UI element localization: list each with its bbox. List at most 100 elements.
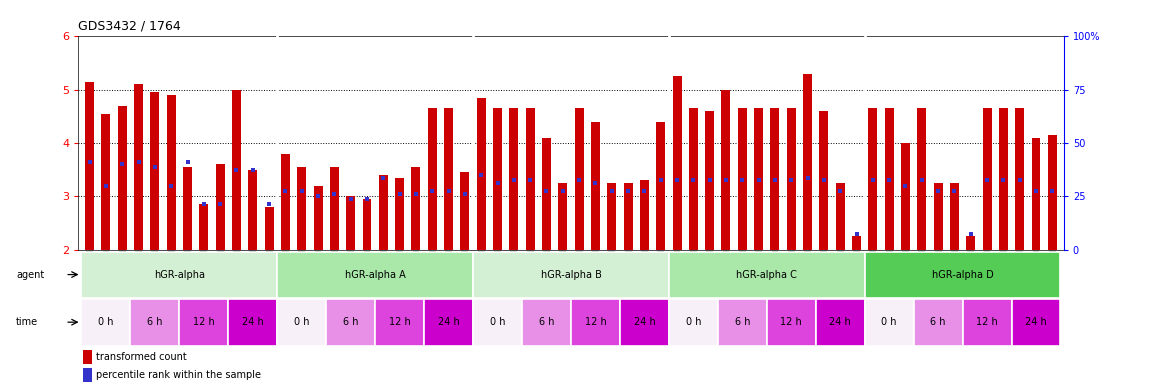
Bar [477, 98, 485, 250]
Point [553, 188, 572, 194]
Bar [473, 299, 522, 346]
Bar [412, 167, 421, 250]
Point [309, 193, 328, 199]
Bar [815, 299, 865, 346]
Point [684, 177, 703, 184]
Point [814, 177, 833, 184]
Bar [183, 167, 192, 250]
Point [1043, 188, 1061, 194]
Bar [460, 172, 469, 250]
Bar [297, 167, 306, 250]
Bar [934, 183, 943, 250]
Text: 24 h: 24 h [1025, 317, 1046, 327]
Bar [232, 90, 242, 250]
Point [210, 201, 229, 207]
Point [733, 177, 751, 184]
Bar [754, 108, 764, 250]
Point [929, 188, 948, 194]
Point [455, 190, 474, 197]
Point [129, 159, 147, 165]
Bar [721, 90, 730, 250]
Point [342, 196, 360, 202]
Bar [346, 196, 355, 250]
Bar [135, 84, 143, 250]
Bar [85, 82, 94, 250]
Point [521, 177, 539, 184]
Bar [820, 111, 828, 250]
Text: 6 h: 6 h [735, 317, 750, 327]
Bar [396, 178, 404, 250]
Bar [216, 164, 224, 250]
Bar [767, 299, 815, 346]
Point [505, 177, 523, 184]
Bar [918, 108, 926, 250]
Bar [82, 252, 277, 298]
Bar [542, 138, 551, 250]
Bar [1015, 108, 1025, 250]
Point [995, 177, 1013, 184]
Point [162, 183, 181, 189]
Text: 24 h: 24 h [829, 317, 851, 327]
Bar [375, 299, 424, 346]
Bar [669, 299, 718, 346]
Point [766, 177, 784, 184]
Bar [884, 108, 894, 250]
Point [668, 177, 687, 184]
Bar [718, 299, 767, 346]
Point [782, 177, 800, 184]
Bar [179, 299, 229, 346]
Text: 0 h: 0 h [685, 317, 702, 327]
Bar [493, 108, 503, 250]
Bar [836, 183, 845, 250]
Point [113, 161, 131, 167]
Bar [314, 186, 322, 250]
Text: hGR-alpha D: hGR-alpha D [932, 270, 994, 280]
Bar [570, 299, 620, 346]
Text: 24 h: 24 h [438, 317, 460, 327]
Bar [444, 108, 453, 250]
Bar [1032, 138, 1041, 250]
Bar [966, 236, 975, 250]
Bar [281, 154, 290, 250]
Bar [526, 108, 535, 250]
Text: 6 h: 6 h [147, 317, 162, 327]
Text: 24 h: 24 h [242, 317, 263, 327]
Bar [1012, 299, 1060, 346]
Point [472, 172, 490, 178]
Point [358, 196, 376, 202]
Bar [117, 106, 126, 250]
Point [831, 188, 850, 194]
Point [864, 177, 882, 184]
Bar [591, 122, 600, 250]
Text: hGR-alpha A: hGR-alpha A [345, 270, 406, 280]
Bar [950, 183, 959, 250]
Point [1027, 188, 1045, 194]
Bar [199, 204, 208, 250]
Bar [473, 252, 669, 298]
Point [97, 183, 115, 189]
Point [978, 177, 996, 184]
Bar [229, 299, 277, 346]
Bar [277, 299, 327, 346]
Bar [852, 236, 861, 250]
Point [325, 190, 344, 197]
Point [228, 167, 246, 173]
Point [652, 177, 670, 184]
Bar [999, 108, 1007, 250]
Bar [705, 111, 714, 250]
Point [391, 190, 409, 197]
Bar [639, 180, 649, 250]
Bar [327, 299, 375, 346]
Bar [82, 299, 130, 346]
Point [798, 175, 816, 181]
Point [896, 183, 914, 189]
Bar [738, 108, 746, 250]
Point [81, 159, 99, 165]
Bar [865, 252, 1060, 298]
Bar [673, 76, 682, 250]
Text: 0 h: 0 h [490, 317, 505, 327]
Text: hGR-alpha C: hGR-alpha C [736, 270, 797, 280]
Point [439, 188, 458, 194]
Point [276, 188, 294, 194]
Bar [559, 183, 567, 250]
